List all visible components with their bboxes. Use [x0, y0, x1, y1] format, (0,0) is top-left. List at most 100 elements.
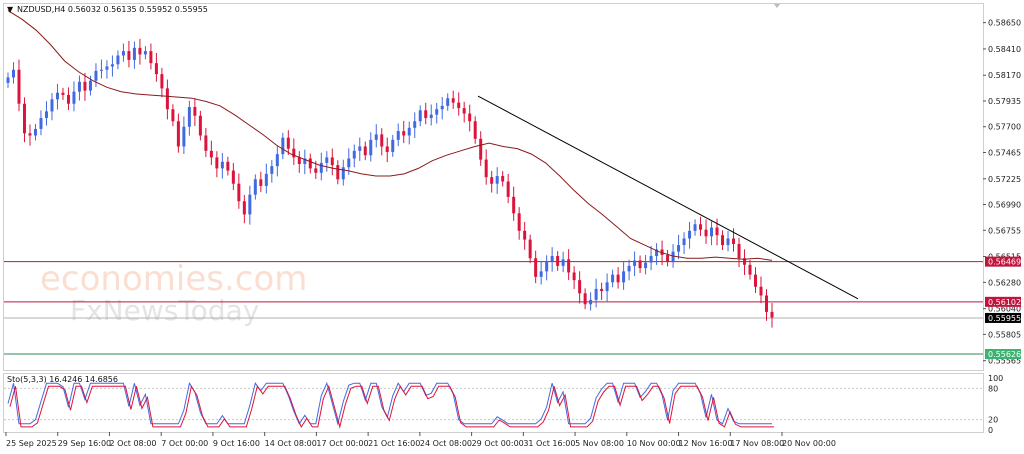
- time-tick-label: 14 Oct 08:00: [265, 439, 317, 448]
- candle-body: [248, 194, 252, 215]
- candle-body: [446, 98, 450, 106]
- price-label-text: 0.56102: [988, 298, 1021, 307]
- candle-body: [176, 121, 180, 147]
- candle-body: [99, 69, 103, 71]
- candle-body: [380, 134, 384, 147]
- candle-body: [605, 282, 609, 292]
- time-axis: 25 Sep 2025 29 Sep 16:002 Oct 08:00 7 Oct …: [5, 432, 836, 448]
- price-tick-label: 0.58410: [988, 45, 1021, 54]
- candle-body: [138, 47, 142, 55]
- candle-body: [242, 201, 246, 215]
- candle-body: [132, 47, 136, 60]
- candle-body: [171, 109, 175, 122]
- price-tick-label: 0.57935: [988, 97, 1021, 106]
- candle-body: [462, 108, 466, 114]
- candle-body: [671, 251, 675, 262]
- candle-body: [528, 239, 532, 259]
- candle-body: [28, 133, 32, 136]
- candle-body: [347, 158, 351, 168]
- time-tick-label: 29 Sep 16:00: [58, 439, 111, 448]
- candle-body: [39, 117, 43, 129]
- price-label-box: [985, 296, 1021, 307]
- candle-body: [644, 262, 648, 269]
- candle-body: [187, 107, 191, 127]
- candle-body: [506, 181, 510, 197]
- candle-body: [638, 260, 642, 269]
- candle-body: [143, 51, 147, 55]
- collapse-arrow-icon[interactable]: ▼: [7, 5, 14, 14]
- candle-body: [737, 243, 741, 259]
- candle-body: [490, 177, 494, 184]
- candle-body: [721, 235, 725, 246]
- candle-body: [759, 286, 763, 296]
- time-tick-label: 25 Sep 2025: [6, 439, 57, 448]
- candle-body: [666, 254, 670, 262]
- candle-body: [550, 256, 554, 262]
- indicator-frame: [3, 373, 984, 433]
- time-tick-label: 10 Nov 00:00: [627, 439, 681, 448]
- candle-body: [600, 288, 604, 292]
- candle-body: [407, 127, 411, 136]
- candle-body: [688, 230, 692, 239]
- candle-body: [704, 229, 708, 237]
- candle-body: [374, 134, 378, 140]
- candle-body: [693, 224, 697, 231]
- price-label-text: 0.55626: [988, 350, 1021, 359]
- candle-body: [215, 157, 219, 169]
- price-tick-label: 0.56280: [988, 278, 1021, 287]
- candle-body: [435, 109, 439, 115]
- candle-body: [17, 69, 21, 104]
- candle-body: [220, 161, 224, 169]
- candle-body: [572, 272, 576, 281]
- horizontal-lines: [4, 261, 983, 355]
- stoch-main-line: [7, 381, 772, 426]
- price-label-box: [985, 256, 1021, 267]
- candle-body: [682, 238, 686, 246]
- candle-body: [292, 148, 296, 158]
- stoch-tick-label: 80: [988, 384, 998, 393]
- candle-body: [325, 157, 329, 163]
- price-label-box: [985, 349, 1021, 360]
- candle-body: [341, 167, 345, 180]
- watermark-line1: economies.com: [40, 259, 307, 299]
- candle-body: [61, 92, 65, 95]
- candle-body: [369, 139, 373, 156]
- candle-body: [303, 158, 307, 164]
- candle-body: [226, 161, 230, 171]
- candle-body: [286, 137, 290, 149]
- candles: [6, 38, 774, 328]
- candle-body: [72, 91, 76, 104]
- candle-body: [165, 88, 169, 110]
- candle-body: [44, 111, 48, 118]
- candle-body: [754, 274, 758, 287]
- stochastic-header: Sto(5,3,3) 16.4246 14.6856: [7, 375, 118, 384]
- candle-body: [297, 157, 301, 164]
- candle-body: [517, 213, 521, 231]
- time-tick-label: 24 Oct 08:00: [420, 439, 472, 448]
- candle-body: [726, 238, 730, 246]
- candle-body: [418, 110, 422, 122]
- candle-body: [699, 224, 703, 230]
- stoch-tick-label: 0: [988, 426, 993, 435]
- candle-body: [627, 265, 631, 272]
- candle-body: [281, 137, 285, 155]
- candle-body: [523, 230, 527, 240]
- candle-body: [336, 165, 340, 180]
- time-tick-label: 21 Oct 16:00: [368, 439, 420, 448]
- candle-body: [358, 146, 362, 151]
- time-tick-label: 2 Oct 08:00: [109, 439, 156, 448]
- candle-body: [451, 98, 455, 103]
- symbol-header: NZDUSD,H4 0.56032 0.56135 0.55952 0.5595…: [17, 5, 208, 14]
- candle-body: [589, 299, 593, 305]
- candle-body: [594, 288, 598, 300]
- candle-body: [270, 166, 274, 174]
- price-tick-label: 0.56755: [988, 226, 1021, 235]
- candle-body: [539, 271, 543, 277]
- candle-body: [275, 154, 279, 167]
- watermark-line2: FxNewsToday: [70, 294, 259, 327]
- candle-body: [363, 146, 367, 156]
- candle-body: [583, 293, 587, 305]
- candle-body: [649, 256, 653, 263]
- candle-body: [6, 77, 10, 83]
